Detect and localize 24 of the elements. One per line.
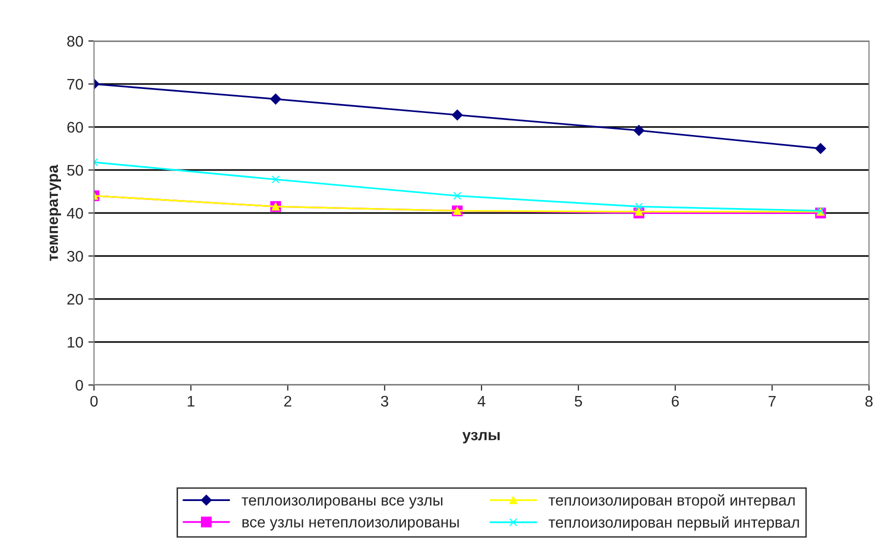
x-tick-label: 8 — [865, 396, 873, 407]
x-tick-label: 5 — [574, 396, 582, 407]
y-tick-label: 10 — [68, 336, 83, 348]
y-tick-label: 60 — [67, 122, 83, 133]
y-axis-title: температура — [50, 164, 62, 261]
x-tick-label: 4 — [478, 396, 486, 406]
x-tick-label: 3 — [380, 396, 388, 407]
y-tick-label: 30 — [67, 250, 83, 262]
legend-label: теплоизолирован второй интервал — [548, 494, 795, 509]
y-tick-label: 50 — [67, 164, 83, 176]
x-tick-label: 7 — [768, 396, 776, 406]
y-tick-label: 40 — [66, 208, 83, 219]
legend-label: все узлы нетеплоизолированы — [242, 519, 459, 531]
y-tick-label: 0 — [76, 380, 83, 391]
x-tick-label: 6 — [672, 396, 679, 407]
x-tick-label: 1 — [188, 396, 194, 406]
y-tick-label: 80 — [67, 36, 83, 47]
y-tick-label: 70 — [67, 78, 83, 90]
x-tick-label: 2 — [284, 396, 292, 406]
y-tick-label: 20 — [67, 294, 83, 305]
legend-label: теплоизолирован первый интервал — [548, 516, 799, 531]
legend-label: теплоизолированы все узлы — [242, 497, 442, 509]
x-tick-label: 0 — [90, 396, 98, 407]
x-axis-title: узлы — [462, 432, 500, 444]
